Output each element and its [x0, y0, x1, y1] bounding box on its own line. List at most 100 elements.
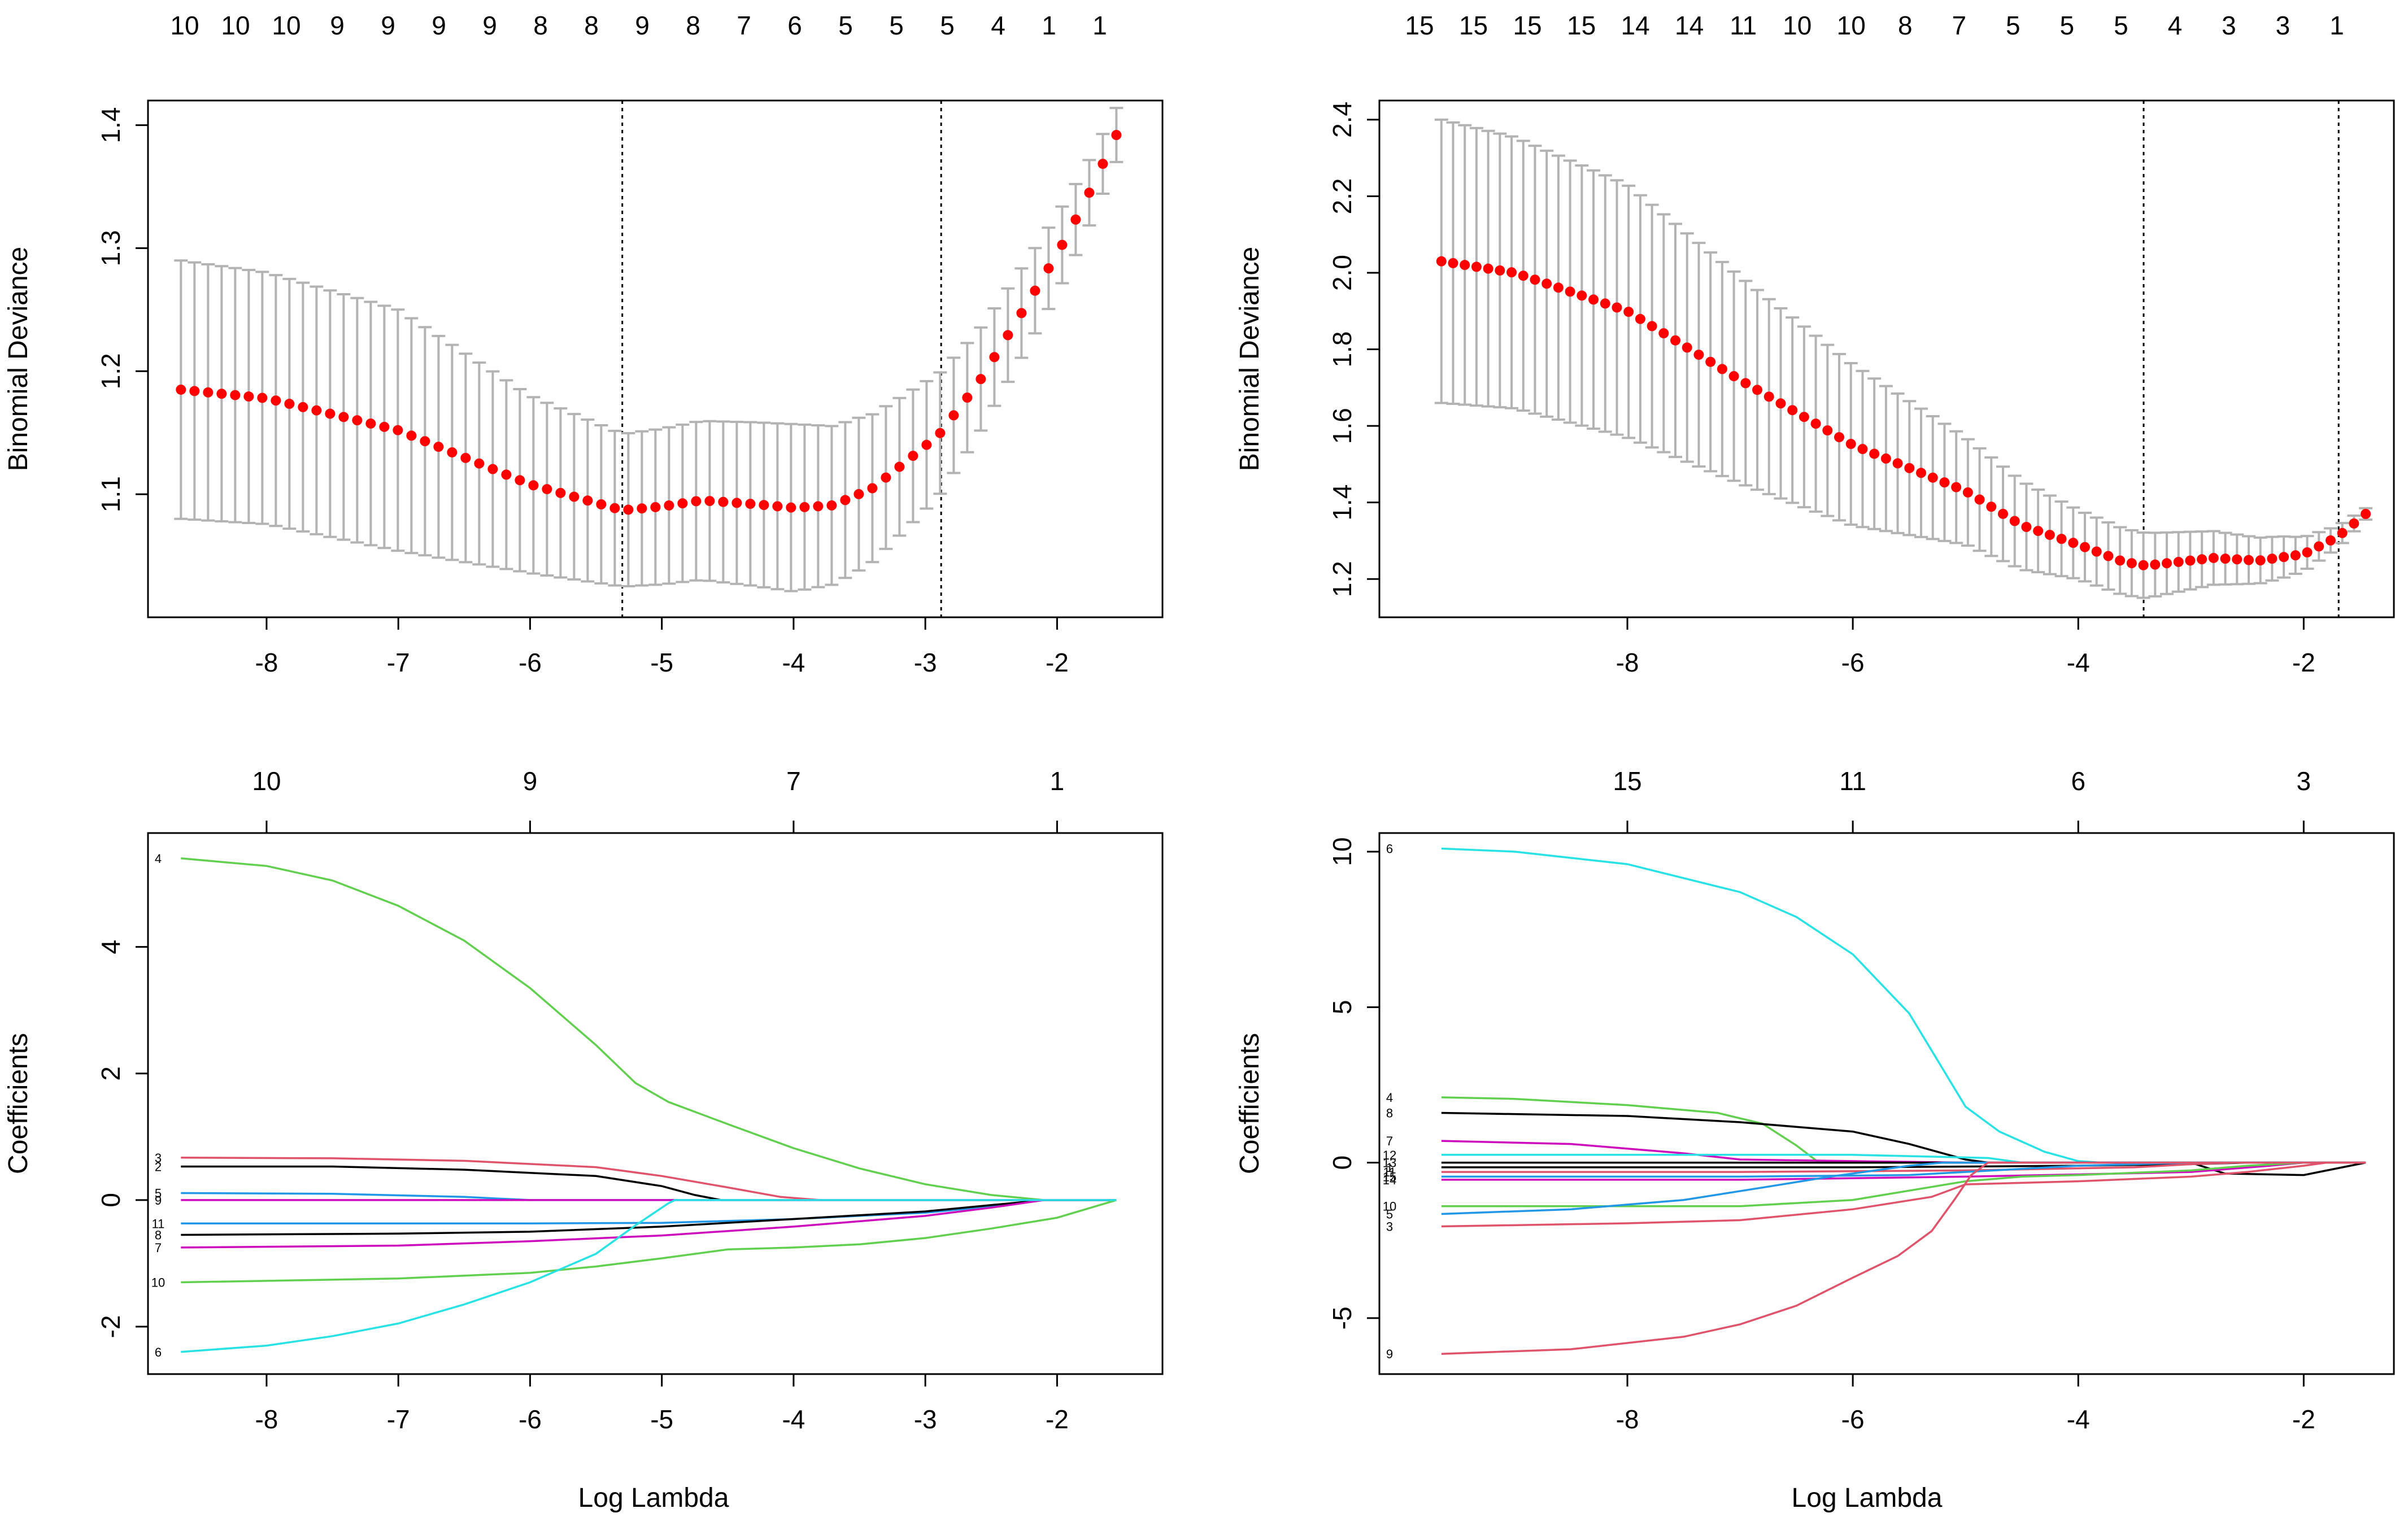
deviance-point	[759, 500, 769, 511]
plot-frame	[147, 832, 1164, 1375]
deviance-point	[338, 412, 349, 422]
coef-label: 10	[151, 1276, 165, 1290]
coef-path-6	[181, 1199, 1117, 1353]
top-df-label: 9	[635, 11, 650, 40]
deviance-point	[2302, 547, 2313, 558]
top-df-label: 6	[2071, 766, 2085, 796]
deviance-point	[487, 464, 498, 474]
y-tick-label: 1.2	[1327, 561, 1357, 597]
deviance-point	[555, 487, 566, 498]
deviance-point	[1822, 425, 1833, 436]
x-tick-label: -2	[2292, 648, 2315, 677]
plot-area	[1441, 847, 2366, 1355]
x-tick-label: -4	[782, 648, 805, 677]
deviance-point	[216, 389, 227, 399]
x-tick-label: -3	[914, 1405, 937, 1434]
deviance-point	[867, 483, 878, 494]
coef-label: 6	[155, 1345, 162, 1359]
coef-label: 10	[1383, 1200, 1396, 1214]
deviance-point	[420, 436, 430, 447]
deviance-point	[176, 384, 186, 395]
deviance-point	[257, 393, 268, 403]
coef-path-2	[181, 1165, 1117, 1201]
coef-label: 15	[1383, 1170, 1396, 1184]
deviance-point	[393, 425, 403, 435]
deviance-point	[1693, 350, 1704, 360]
deviance-point	[1483, 263, 1493, 274]
deviance-point	[731, 498, 742, 508]
coef-label: 5	[155, 1187, 162, 1201]
top-df-label: 1	[1050, 766, 1065, 796]
deviance-point	[1577, 290, 1587, 301]
deviance-point	[623, 504, 634, 515]
y-tick-label: 5	[1327, 1000, 1357, 1015]
deviance-point	[1892, 458, 1903, 469]
panel-cv-right: -8 -6 -4 -2 1.2 1.4 1.6 1.8 2.0 2.2 2.4 Binomial De…	[1235, 11, 2395, 677]
coef-path-4	[1441, 1096, 2366, 1164]
deviance-point	[2115, 555, 2126, 566]
coef-path-10	[1441, 1161, 2366, 1207]
deviance-point	[1565, 286, 1575, 297]
deviance-point	[433, 442, 444, 452]
deviance-point	[1705, 356, 1716, 367]
y-axis-title: Binomial Deviance	[1235, 247, 1265, 472]
y-axis-title: Binomial Deviance	[3, 247, 33, 472]
coef-path-7	[181, 1199, 1117, 1249]
top-df-label: 15	[1613, 766, 1641, 796]
top-df-label: 8	[1898, 11, 1913, 40]
deviance-point	[2138, 560, 2149, 570]
top-df-label: 3	[2222, 11, 2236, 40]
deviance-point	[379, 421, 390, 432]
deviance-point	[1845, 439, 1856, 450]
deviance-point	[2021, 522, 2032, 533]
deviance-point	[1717, 364, 1727, 374]
deviance-point	[460, 452, 471, 463]
deviance-point	[311, 405, 322, 416]
deviance-point	[1799, 412, 1809, 422]
y-tick-label: 0	[96, 1193, 125, 1207]
deviance-point	[1997, 508, 2008, 519]
coef-path-9	[1441, 1161, 2366, 1355]
y-axis-title: Coefficients	[3, 1033, 33, 1174]
top-df-label: 9	[523, 766, 538, 796]
deviance-point	[1518, 271, 1529, 281]
deviance-point	[2197, 554, 2207, 565]
deviance-point	[677, 498, 688, 509]
x-axis-title: Log Lambda	[578, 1483, 729, 1513]
deviance-point	[786, 502, 796, 513]
deviance-point	[772, 501, 783, 512]
deviance-point	[2325, 535, 2336, 546]
deviance-point	[2208, 552, 2219, 563]
deviance-point	[1682, 342, 1692, 353]
coef-path-5	[1441, 1161, 2366, 1215]
top-df-label: 10	[221, 11, 250, 40]
coef-label: 9	[1386, 1347, 1393, 1361]
deviance-point	[894, 461, 905, 472]
deviance-point	[1460, 260, 1470, 271]
deviance-point	[1612, 302, 1622, 313]
deviance-point	[2185, 555, 2196, 566]
deviance-point	[1553, 282, 1564, 293]
coef-label: 3	[1386, 1219, 1393, 1233]
deviance-point	[1506, 267, 1517, 278]
coef-label: 11	[1383, 1165, 1396, 1179]
y-tick-label: 2.2	[1327, 178, 1357, 214]
deviance-point	[1030, 285, 1040, 296]
deviance-point	[243, 391, 254, 402]
coef-label: 14	[1383, 1173, 1396, 1187]
deviance-point	[2009, 516, 2020, 526]
coef-path-4	[181, 857, 1117, 1201]
coef-path-11	[181, 1199, 1117, 1225]
y-tick-label: 1.8	[1327, 332, 1357, 368]
x-tick-label: -7	[387, 1405, 410, 1434]
deviance-point	[691, 496, 702, 507]
deviance-point	[189, 386, 200, 396]
panel-path-left: -8 -7 -6 -5 -4 -3 -2 -2 0 2 4 Coefficients Log Lambd…	[3, 766, 1164, 1513]
deviance-point	[1471, 261, 1482, 272]
deviance-point	[799, 502, 810, 512]
deviance-point	[406, 430, 417, 441]
deviance-point	[1623, 307, 1634, 317]
x-tick-label: -6	[519, 1405, 542, 1434]
coef-label: 2	[155, 1159, 162, 1174]
deviance-point	[921, 439, 932, 450]
